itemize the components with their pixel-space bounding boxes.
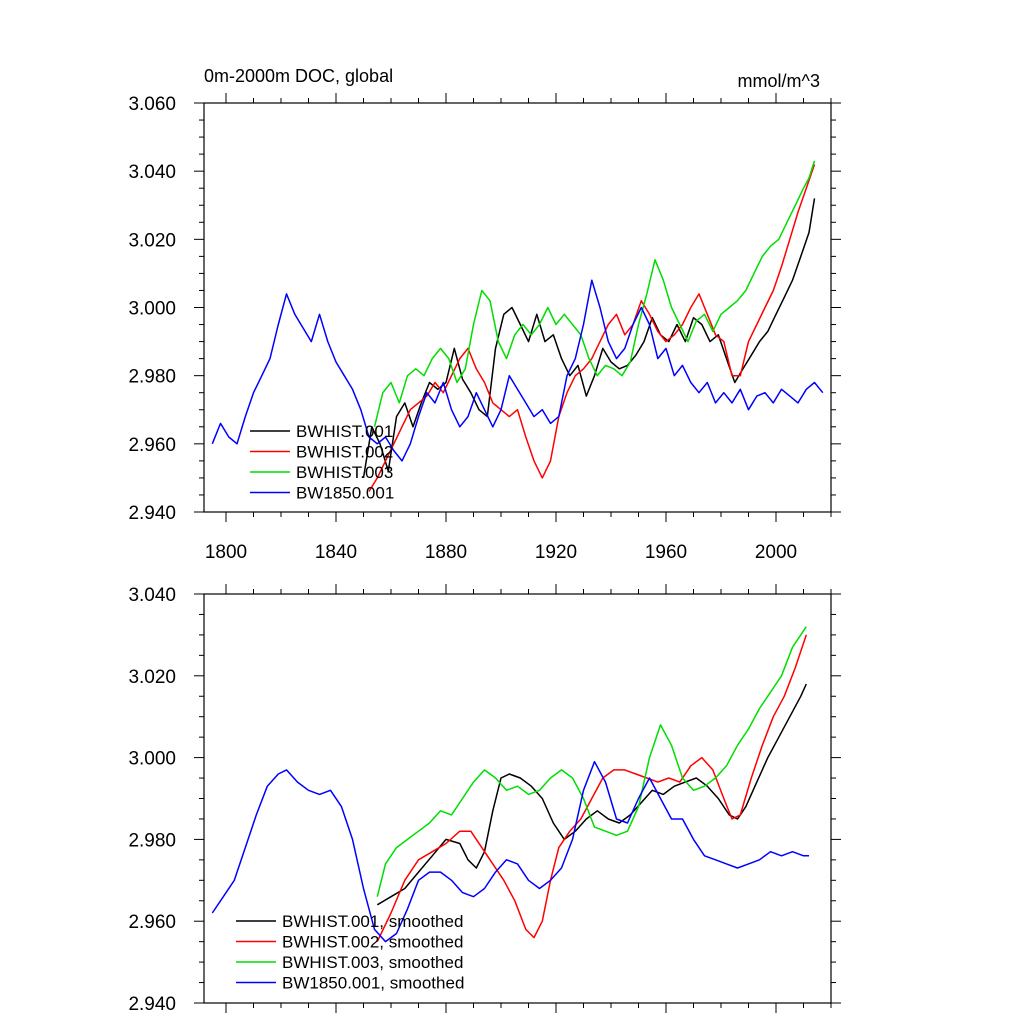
bottom-axes: 2.940 2.960 2.980 3.000 3.020 3.040: [128, 584, 841, 1015]
bot-y-tick-label: 2.980: [128, 830, 176, 851]
top-x-tick-label: 1800: [205, 542, 247, 563]
top-y-tick-label: 2.980: [128, 367, 176, 388]
bot-legend-label-2: BWHIST.002, smoothed: [282, 933, 463, 952]
bot-legend-label-1: BWHIST.001, smoothed: [282, 912, 463, 931]
top-legend-label-3: BWHIST.003: [296, 463, 393, 482]
top-series-line-2: [368, 164, 816, 492]
bottom-panel: 2.940 2.960 2.980 3.000 3.020 3.040 BWHIST.00…: [128, 584, 841, 1015]
top-legend-label-4: BW1850.001: [296, 484, 394, 503]
top-y-tick-label: 3.000: [128, 299, 176, 320]
bot-legend-label-4: BW1850.001, smoothed: [282, 974, 464, 993]
top-x-tick-label: 1880: [425, 542, 467, 563]
bot-series-line-3: [376, 626, 807, 897]
top-y-tick-label: 3.040: [128, 162, 176, 183]
top-y-tick-label: 3.060: [128, 94, 176, 115]
top-x-tick-label: 1920: [535, 542, 577, 563]
top-y-tick-label: 2.960: [128, 435, 176, 456]
top-axes: 1800 1840 1880 1920 1960 2000 2.940 2.960 2.980 3…: [128, 93, 841, 563]
top-panel: 0m-2000m DOC, global mmol/m^3 1800 1840 18…: [128, 66, 841, 563]
top-series-line-1: [362, 198, 816, 479]
bot-y-tick-label: 2.960: [128, 912, 176, 933]
units-label: mmol/m^3: [738, 71, 820, 91]
top-series-line-4: [211, 279, 824, 462]
bot-y-tick-label: 2.940: [128, 994, 176, 1015]
chart-title: 0m-2000m DOC, global: [204, 66, 393, 86]
top-x-tick-label: 1960: [645, 542, 687, 563]
bot-series-line-2: [376, 634, 808, 942]
bot-series-line-4: [211, 760, 809, 943]
top-series-line-3: [373, 160, 816, 427]
bottom-series-lines: [211, 626, 809, 943]
top-legend-label-2: BWHIST.002: [296, 443, 393, 462]
top-y-tick-label: 2.940: [128, 503, 176, 524]
bot-y-tick-label: 3.020: [128, 667, 176, 688]
bot-legend-label-3: BWHIST.003, smoothed: [282, 953, 463, 972]
top-x-tick-label: 2000: [755, 542, 797, 563]
bot-y-tick-label: 3.000: [128, 749, 176, 770]
bot-y-tick-label: 3.040: [128, 585, 176, 606]
top-x-tick-label: 1840: [315, 542, 357, 563]
bot-series-line-1: [376, 683, 807, 906]
top-y-tick-label: 3.020: [128, 230, 176, 251]
top-legend-label-1: BWHIST.001: [296, 422, 393, 441]
top-series-lines: [211, 160, 824, 492]
bottom-legend: BWHIST.001, smoothed BWHIST.002, smoothed…: [236, 912, 464, 993]
